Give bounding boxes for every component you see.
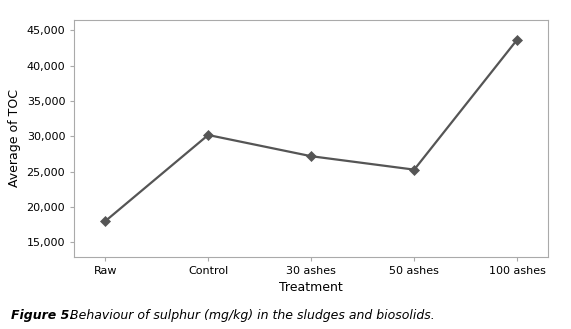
Text: Figure 5.: Figure 5. — [11, 309, 75, 322]
Y-axis label: Average of TOC: Average of TOC — [8, 89, 21, 187]
X-axis label: Treatment: Treatment — [279, 281, 343, 294]
Text: Behaviour of sulphur (mg/kg) in the sludges and biosolids.: Behaviour of sulphur (mg/kg) in the slud… — [66, 309, 435, 322]
